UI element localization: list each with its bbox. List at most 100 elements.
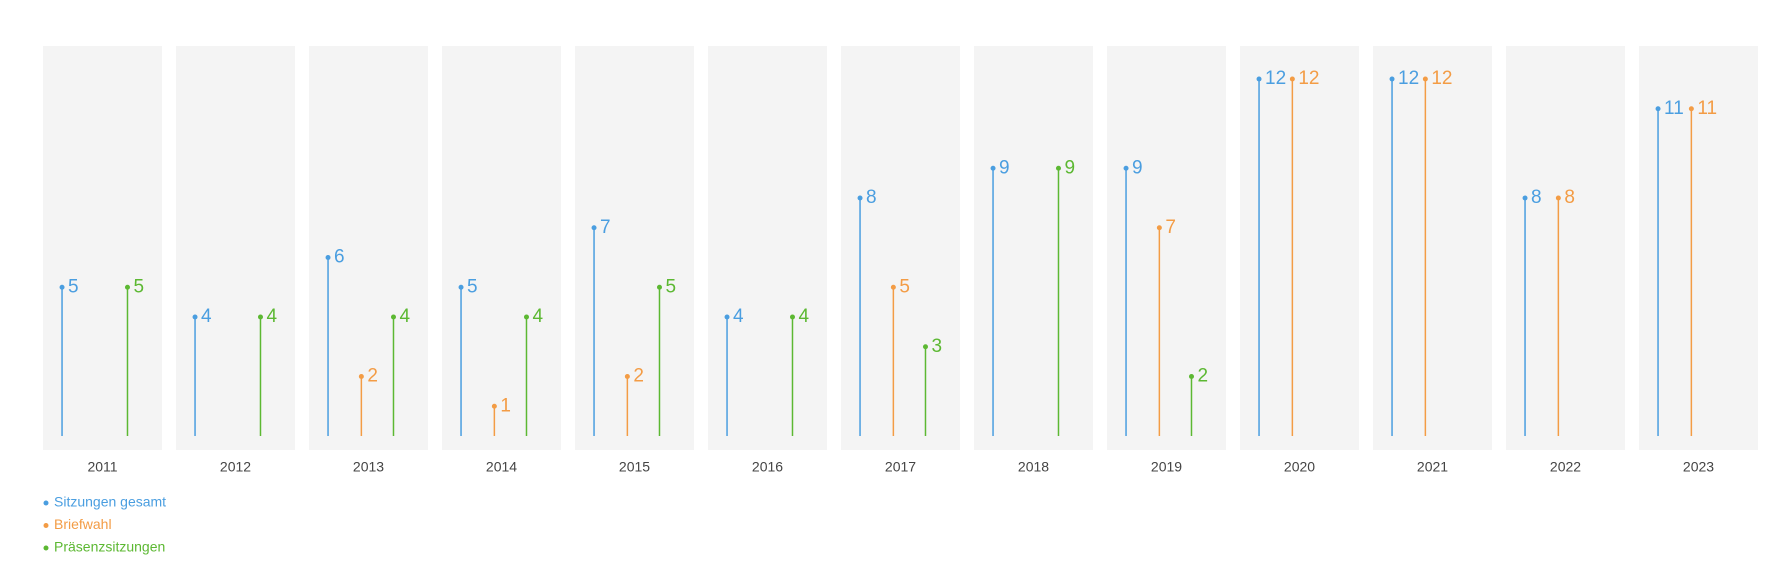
lollipop [591, 225, 597, 436]
value-label: 5 [68, 276, 79, 297]
value-label: 12 [1265, 68, 1286, 89]
panel [43, 46, 162, 450]
panel [1639, 46, 1758, 450]
value-label: 5 [133, 276, 144, 297]
panel [1107, 46, 1226, 450]
dot [325, 255, 331, 260]
value-label: 7 [1165, 217, 1176, 238]
panel [1506, 46, 1625, 450]
value-label: 12 [1298, 68, 1319, 89]
lollipop [1156, 225, 1162, 436]
lollipop [358, 374, 364, 436]
lollipop [59, 284, 65, 436]
dot [1688, 106, 1694, 112]
dot [1655, 106, 1661, 112]
x-tick-label: 2022 [1550, 459, 1581, 475]
dot [458, 284, 464, 290]
lollipop [124, 284, 130, 436]
lollipop [890, 284, 896, 436]
value-label: 2 [1197, 366, 1208, 387]
x-tick-label: 2012 [220, 459, 251, 475]
dot [124, 284, 130, 290]
lollipop [1389, 76, 1395, 436]
lollipop [257, 314, 263, 436]
legend-dot [43, 523, 49, 528]
value-label: 9 [1064, 157, 1075, 178]
panel [442, 46, 561, 450]
x-tick-label: 2020 [1284, 459, 1315, 475]
dot [656, 284, 662, 290]
lollipop [325, 255, 331, 436]
dot [591, 225, 597, 231]
lollipop [922, 344, 928, 436]
x-tick-label: 2015 [619, 459, 650, 475]
dot [1389, 76, 1395, 82]
lollipop [192, 314, 198, 436]
dot [1522, 195, 1528, 201]
legend-dot [43, 500, 49, 506]
value-label: 12 [1398, 68, 1419, 89]
value-label: 5 [665, 276, 676, 297]
value-label: 5 [899, 276, 910, 297]
dot [890, 284, 896, 290]
x-tick-label: 2019 [1151, 459, 1182, 475]
value-label: 8 [1564, 187, 1575, 208]
lollipop [1055, 165, 1061, 436]
panel [1240, 46, 1359, 450]
dot [390, 314, 396, 320]
lollipop [656, 284, 662, 436]
panel [1373, 46, 1492, 450]
panel [176, 46, 295, 450]
value-label: 11 [1664, 98, 1684, 119]
x-tick-label: 2014 [486, 459, 517, 475]
dot [857, 195, 863, 201]
dot [1123, 165, 1129, 171]
dot [523, 314, 529, 320]
dot [990, 165, 996, 171]
lollipop [1555, 195, 1561, 436]
dot [1289, 76, 1295, 82]
lollipop [1655, 106, 1661, 436]
lollipop [390, 314, 396, 436]
value-label: 12 [1431, 68, 1452, 89]
legend-label: Briefwahl [54, 516, 112, 532]
value-label: 3 [931, 336, 942, 357]
dot [1156, 225, 1162, 231]
dot [789, 314, 795, 320]
value-label: 4 [266, 306, 277, 327]
dot [1555, 195, 1561, 201]
dot [724, 314, 730, 320]
dot [1055, 165, 1061, 171]
value-label: 7 [600, 217, 611, 238]
value-label: 4 [201, 306, 212, 327]
value-label: 2 [367, 366, 378, 387]
lollipop [458, 284, 464, 436]
value-label: 4 [733, 306, 744, 327]
lollipop [523, 314, 529, 436]
dot [922, 344, 928, 350]
panel [309, 46, 428, 450]
lollipop [1123, 165, 1129, 436]
lollipop [724, 314, 730, 436]
panel [841, 46, 960, 450]
legend-label: Präsenzsitzungen [54, 539, 165, 555]
x-tick-label: 2016 [752, 459, 783, 475]
panel [575, 46, 694, 450]
value-label: 1 [500, 395, 511, 416]
dot [491, 403, 497, 409]
lollipop [990, 165, 996, 436]
dot [257, 314, 263, 320]
dot [192, 314, 198, 320]
value-label: 4 [532, 306, 543, 327]
value-label: 8 [866, 187, 877, 208]
x-tick-label: 2011 [87, 459, 117, 475]
value-label: 9 [999, 157, 1010, 178]
value-label: 6 [334, 247, 345, 268]
value-label: 4 [798, 306, 809, 327]
dot [358, 374, 364, 379]
lollipop [1688, 106, 1694, 436]
lollipop [1289, 76, 1295, 436]
lollipop [789, 314, 795, 436]
lollipop [624, 374, 630, 436]
